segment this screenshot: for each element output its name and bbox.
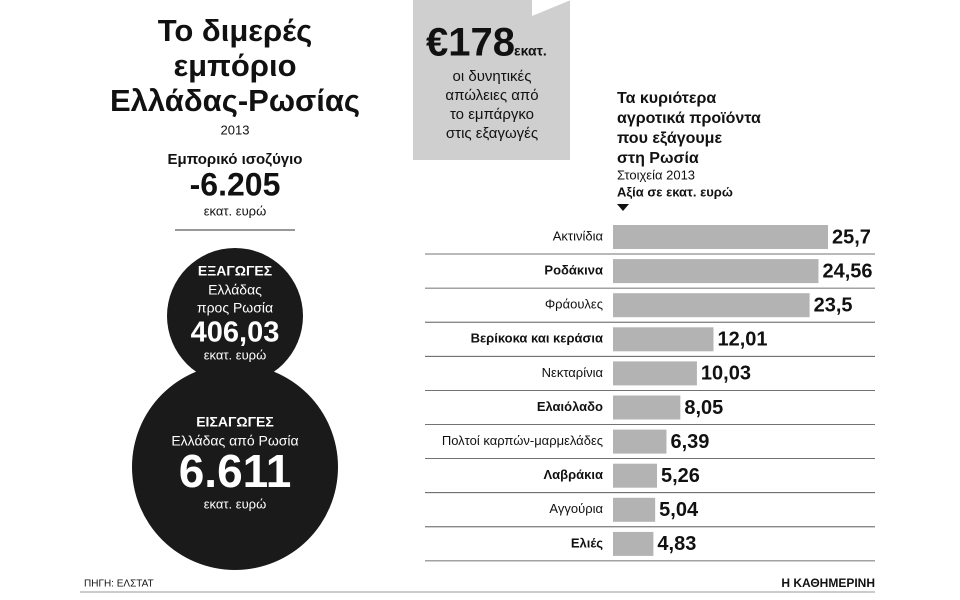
value-label: 6,39 bbox=[670, 431, 709, 453]
balance-label: Εμπορικό ισοζύγιο bbox=[168, 151, 303, 168]
category-label: Ροδάκινα bbox=[544, 263, 603, 278]
callout-text: στις εξαγωγές bbox=[446, 125, 538, 142]
chart-title: που εξάγουμε bbox=[617, 130, 722, 147]
imports-desc: Ελλάδας από Ρωσία bbox=[171, 433, 298, 449]
callout-unit: εκατ. bbox=[514, 43, 547, 59]
title: Ελλάδας-Ρωσίας bbox=[110, 83, 360, 118]
value-label: 4,83 bbox=[657, 533, 696, 555]
exports-desc: προς Ρωσία bbox=[197, 300, 273, 316]
callout-box bbox=[413, 0, 570, 160]
axis-label: Αξία σε εκατ. ευρώ bbox=[617, 184, 733, 199]
value-label: 24,56 bbox=[822, 260, 872, 282]
callout-value: €178 bbox=[426, 21, 515, 65]
exports-label: ΕΞΑΓΩΓΕΣ bbox=[198, 263, 272, 279]
imports-value: 6.611 bbox=[179, 445, 292, 497]
category-label: Αγγούρια bbox=[549, 501, 603, 516]
category-label: Ελαιόλαδο bbox=[537, 399, 603, 414]
value-label: 5,04 bbox=[659, 499, 699, 521]
balance-unit: εκατ. ευρώ bbox=[204, 203, 266, 218]
value-label: 25,7 bbox=[832, 226, 871, 248]
imports-unit: εκατ. ευρώ bbox=[204, 496, 266, 511]
value-label: 10,03 bbox=[701, 363, 751, 385]
exports-desc: Ελλάδας bbox=[208, 282, 262, 298]
bar bbox=[613, 225, 828, 249]
chart-title: Τα κυριότερα bbox=[617, 90, 716, 107]
value-label: 12,01 bbox=[717, 329, 767, 351]
chart-title: στη Ρωσία bbox=[617, 150, 699, 167]
category-label: Νεκταρίνια bbox=[542, 365, 604, 380]
arrow bbox=[617, 204, 629, 211]
callout-text: απώλειες από bbox=[445, 87, 538, 104]
category-label: Ελιές bbox=[571, 535, 603, 550]
balance-value: -6.205 bbox=[190, 166, 281, 202]
bar bbox=[613, 395, 681, 420]
bar bbox=[613, 327, 714, 352]
category-label: Πολτοί καρπών-μαρμελάδες bbox=[442, 433, 603, 448]
exports-circle bbox=[167, 248, 303, 384]
bar bbox=[613, 497, 656, 522]
chart-subtitle: Στοιχεία 2013 bbox=[617, 167, 695, 182]
bar bbox=[613, 259, 819, 284]
source: ΠΗΓΗ: ΕΛΣΤΑΤ bbox=[84, 579, 154, 590]
callout-pointer bbox=[532, 0, 571, 16]
category-label: Λαβράκια bbox=[544, 467, 603, 482]
bar bbox=[613, 293, 810, 318]
brand: Η ΚΑΘΗΜΕΡΙΝΗ bbox=[781, 576, 875, 590]
bar bbox=[613, 531, 654, 556]
exports-unit: εκατ. ευρώ bbox=[204, 347, 266, 362]
callout-text: οι δυνητικές bbox=[453, 68, 532, 85]
callout-text: το εμπάργκο bbox=[450, 106, 534, 123]
imports-label: ΕΙΣΑΓΩΓΕΣ bbox=[196, 414, 274, 430]
category-label: Βερίκοκα και κεράσια bbox=[471, 331, 603, 346]
value-label: 8,05 bbox=[684, 397, 723, 419]
bar bbox=[613, 463, 658, 488]
chart-title: αγροτικά προϊόντα bbox=[617, 110, 761, 127]
title: Το διμερές bbox=[158, 13, 313, 48]
value-label: 23,5 bbox=[814, 294, 853, 316]
bar bbox=[613, 361, 697, 386]
exports-value: 406,03 bbox=[191, 317, 280, 349]
imports-circle bbox=[132, 364, 338, 570]
category-label: Φράουλες bbox=[545, 297, 603, 312]
category-label: Ακτινίδια bbox=[553, 228, 604, 243]
year: 2013 bbox=[221, 122, 250, 137]
title: εμπόριο bbox=[173, 48, 296, 83]
bar bbox=[613, 429, 667, 454]
value-label: 5,26 bbox=[661, 465, 700, 487]
